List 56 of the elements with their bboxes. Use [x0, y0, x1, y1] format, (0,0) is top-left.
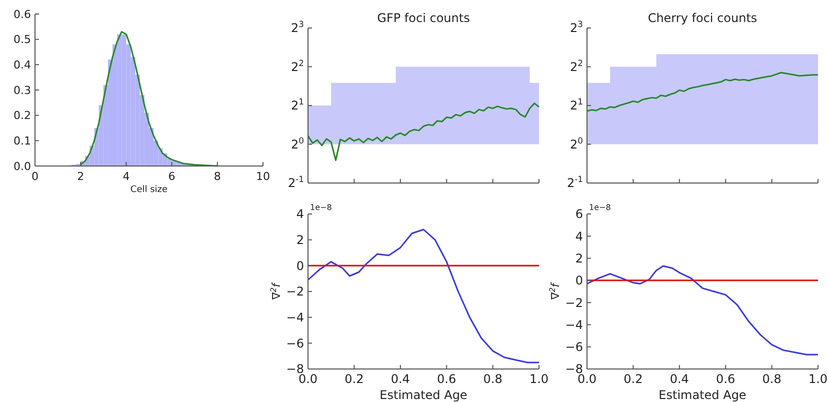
line-series — [307, 228, 540, 364]
chart-title: Cherry foci counts — [648, 11, 758, 25]
y-tick-label: 2 — [575, 251, 583, 266]
x-tick-label: 0.4 — [670, 372, 689, 386]
chart-title: GFP foci counts — [377, 11, 470, 25]
y-tick-label: −4 — [286, 310, 304, 325]
line-series — [307, 102, 540, 162]
x-tick-label: 2 — [77, 170, 84, 183]
y-tick-label: −6 — [565, 340, 583, 354]
x-tick-label: 0.8 — [483, 372, 502, 386]
y-tick-label: 0.4 — [14, 58, 31, 72]
y-tick-label: 0.6 — [14, 8, 31, 21]
x-axis-title: Estimated Age — [380, 388, 468, 402]
y-tick-label: 2$^{-1}$ — [567, 174, 583, 190]
y-tick-label: 4 — [575, 229, 583, 244]
x-tick-label: 8 — [214, 170, 221, 183]
y-tick-label: 2$^{1}$ — [291, 96, 304, 113]
y-tick-label: 0 — [575, 274, 583, 288]
y-tick-label: 2$^{0}$ — [291, 135, 304, 152]
line-series — [586, 72, 819, 112]
y-tick-label: −6 — [286, 336, 304, 350]
y-tick-label: 0.0 — [14, 160, 31, 173]
x-tick-label: 0.6 — [437, 372, 456, 386]
y-tick-label: −4 — [565, 318, 583, 332]
text: 1e−8 — [310, 203, 332, 212]
x-tick-label: 0.6 — [716, 372, 736, 386]
x-tick-label: 1.0 — [529, 372, 549, 386]
y-tick-label: 0.2 — [14, 109, 31, 122]
y-tick-label: 2$^{0}$ — [570, 135, 583, 152]
y-tick-label: 4 — [296, 207, 304, 222]
y-tick-label: 6 — [575, 207, 583, 222]
y-tick-label: 2$^{3}$ — [570, 19, 583, 36]
y-tick-label: 2$^{1}$ — [570, 96, 583, 113]
y-tick-label: 2 — [296, 233, 304, 248]
y-tick-label: 0 — [296, 258, 304, 273]
x-tick-label: 6 — [168, 170, 176, 183]
x-tick-label: 0.2 — [624, 372, 643, 386]
x-axis-title: Estimated Age — [658, 388, 746, 402]
y-tick-label: 0.5 — [14, 33, 31, 46]
text: 1e−8 — [589, 203, 611, 212]
y-tick-label: 0.1 — [14, 134, 31, 148]
y-tick-label: 2$^{2}$ — [291, 58, 304, 74]
x-axis-title: Cell size — [130, 185, 168, 195]
y-tick-label: 2$^{3}$ — [291, 19, 304, 36]
y-tick-label: 2$^{2}$ — [570, 58, 583, 74]
x-tick-label: 10 — [256, 170, 270, 183]
y-tick-label: −2 — [565, 296, 583, 310]
y-tick-label: −2 — [286, 284, 304, 299]
line-series — [586, 265, 819, 356]
y-tick-label: 2$^{-1}$ — [288, 174, 304, 190]
x-tick-label: 0.2 — [344, 372, 364, 386]
x-tick-label: 0.8 — [762, 372, 782, 386]
y-tick-label: 0.3 — [14, 84, 31, 97]
x-tick-label: 4 — [122, 170, 130, 183]
x-tick-label: 1.0 — [808, 372, 828, 386]
x-tick-label: 0.4 — [390, 372, 410, 386]
